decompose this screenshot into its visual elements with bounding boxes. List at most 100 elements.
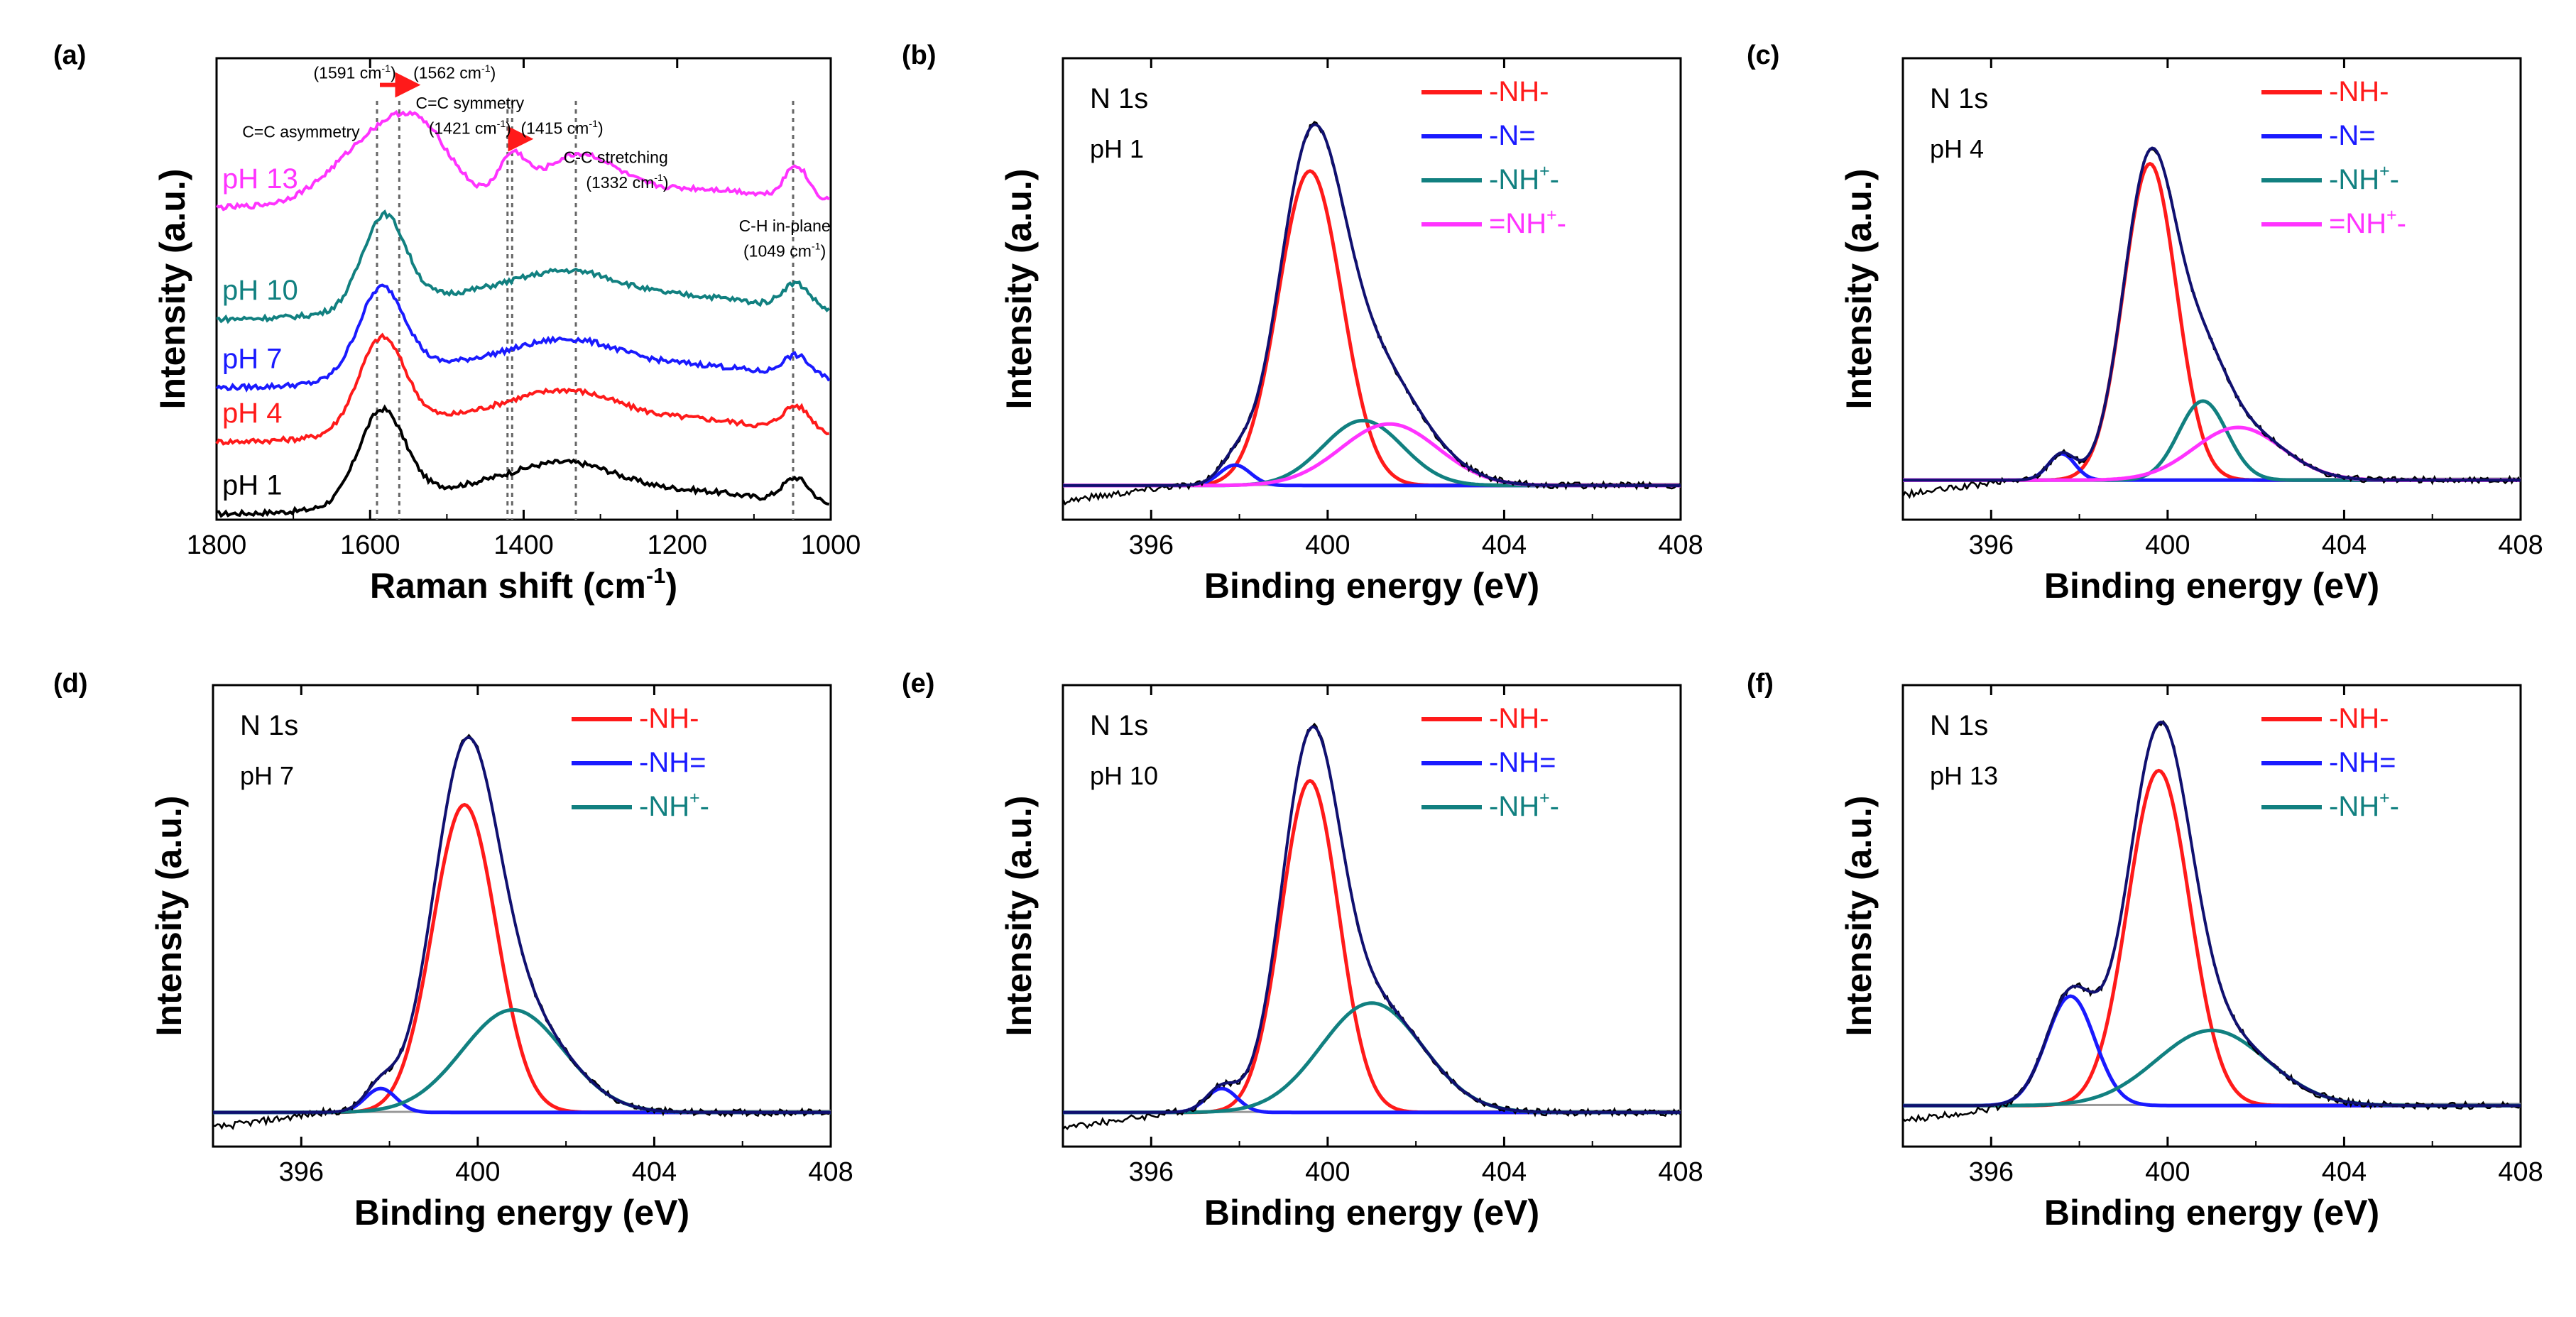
series-label: pH 13 <box>222 163 298 195</box>
xps-frame <box>1901 57 2522 521</box>
x-tick-label: 408 <box>808 1157 853 1187</box>
x-axis-label: Binding energy (eV) <box>354 1193 689 1233</box>
fit-component-line <box>1903 425 2521 482</box>
panel-label: (b) <box>902 40 937 70</box>
xps-panel: (e) 396 400 404 408 Binding energy (eV) Intens… <box>902 669 1703 1233</box>
xps-panel: (f) 396 400 404 408 Binding energy (eV) Intens… <box>1747 669 2543 1233</box>
x-tick-label: 400 <box>2145 1157 2190 1187</box>
fit-component-line <box>1903 161 2521 482</box>
y-axis-label: Intensity (a.u.) <box>1839 169 1879 410</box>
legend-label: -NH= <box>2329 747 2396 778</box>
legend-label: -NH+- <box>2329 162 2399 195</box>
text-span: (e) <box>902 669 934 699</box>
peak-annotation: (1332 cm-1) <box>586 173 668 192</box>
text-span: N 1s <box>1090 710 1148 741</box>
text-span: -NH <box>639 791 689 822</box>
xps-panel: (b) 396 400 404 408 Binding energy (eV) Intens… <box>902 40 1703 606</box>
text-span: Intensity (a.u.) <box>1839 169 1879 410</box>
x-tick-label: 1800 <box>187 530 247 560</box>
peak-annotation: C=C symmetry <box>415 94 524 112</box>
superscript: + <box>2379 789 2389 808</box>
text-span: =NH <box>1489 208 1546 239</box>
legend-label: -NH= <box>639 747 706 778</box>
xps-frame <box>1061 684 1682 1148</box>
x-tick-label: 1400 <box>493 530 554 560</box>
x-axis-label: Raman shift (cm-1) <box>370 563 677 606</box>
ph-label: pH 1 <box>1090 134 1144 163</box>
text-span: C-C stretching <box>564 148 668 166</box>
fit-component-line <box>213 802 831 1115</box>
fit-component-line <box>1063 418 1681 488</box>
text-span: Binding energy (eV) <box>2044 1193 2379 1233</box>
legend-label: -NH= <box>1489 747 1556 778</box>
fit-component-line <box>1063 1001 1681 1115</box>
y-axis-label: Intensity (a.u.) <box>149 796 189 1037</box>
text-span: - <box>2390 791 2399 822</box>
peak-annotation: (1049 cm-1) <box>743 241 826 261</box>
legend-label: -NH- <box>2329 76 2389 107</box>
xps-frame <box>1901 684 2522 1148</box>
envelope-fit-line <box>1903 720 2521 1108</box>
text-span: Binding energy (eV) <box>2044 566 2379 606</box>
text-span: ) <box>821 241 826 260</box>
superscript: + <box>2379 162 2389 181</box>
text-span: pH 7 <box>240 761 294 790</box>
legend-label: -NH- <box>1489 703 1549 734</box>
text-span: - <box>1550 791 1559 822</box>
text-span: =NH <box>2329 208 2386 239</box>
text-span: (f) <box>1747 669 1774 699</box>
x-tick-label: 400 <box>1305 530 1350 560</box>
text-span: (1591 cm <box>314 63 382 82</box>
legend-label: -NH- <box>1489 76 1549 107</box>
text-span: - <box>2397 208 2406 239</box>
ph-label: pH 10 <box>1090 761 1158 790</box>
superscript: + <box>2386 206 2396 225</box>
text-span: Binding energy (eV) <box>354 1193 689 1233</box>
text-span: ) <box>506 119 511 138</box>
peak-annotation: (1421 cm-1) <box>429 119 511 138</box>
superscript: + <box>1539 789 1549 808</box>
text-span: N 1s <box>1930 83 1988 114</box>
text-span: (a) <box>53 40 86 70</box>
spectrum-title: N 1s <box>1930 83 1988 114</box>
x-tick-label: 400 <box>2145 530 2190 560</box>
text-span: -NH <box>2329 791 2379 822</box>
text-span: Intensity (a.u.) <box>153 169 192 410</box>
text-span: Intensity (a.u.) <box>149 796 189 1037</box>
text-span: Raman shift (cm <box>370 566 646 606</box>
text-span: -N= <box>1489 120 1536 151</box>
spectrum-title: N 1s <box>1090 83 1148 114</box>
text-span: ) <box>491 63 496 82</box>
x-tick-label: 404 <box>2322 1157 2367 1187</box>
peak-annotation: (1415 cm-1) <box>520 119 603 138</box>
fit-component-line <box>213 1086 831 1115</box>
text-span: Binding energy (eV) <box>1204 1193 1539 1233</box>
superscript: -1 <box>381 63 391 75</box>
x-tick-label: 408 <box>1658 1157 1703 1187</box>
x-tick-label: 1200 <box>647 530 707 560</box>
panel-label: (a) <box>53 40 86 70</box>
text-span: pH 13 <box>1930 761 1998 790</box>
fit-component-line <box>1903 1028 2521 1108</box>
text-span: -NH- <box>639 703 699 734</box>
series-label: pH 1 <box>222 469 283 501</box>
xps-frame <box>1061 57 1682 521</box>
text-span: -NH <box>1489 164 1539 195</box>
ph-label: pH 7 <box>240 761 294 790</box>
fit-component-line <box>1903 768 2521 1108</box>
x-tick-label: 404 <box>1482 530 1527 560</box>
text-span: (b) <box>902 40 937 70</box>
text-span: ) <box>391 63 396 82</box>
raman-series-line <box>216 209 831 324</box>
legend-label: -N= <box>1489 120 1536 151</box>
x-tick-label: 408 <box>1658 530 1703 560</box>
text-span: (1332 cm <box>586 173 654 192</box>
text-span: Intensity (a.u.) <box>999 796 1039 1037</box>
text-span: N 1s <box>240 710 298 741</box>
text-span: (1421 cm <box>429 119 497 138</box>
peak-annotation: C-H in-plane <box>739 217 831 235</box>
fit-component-line <box>1903 994 2521 1108</box>
legend-label: -NH+- <box>2329 789 2399 822</box>
x-axis-label: Binding energy (eV) <box>2044 1193 2379 1233</box>
